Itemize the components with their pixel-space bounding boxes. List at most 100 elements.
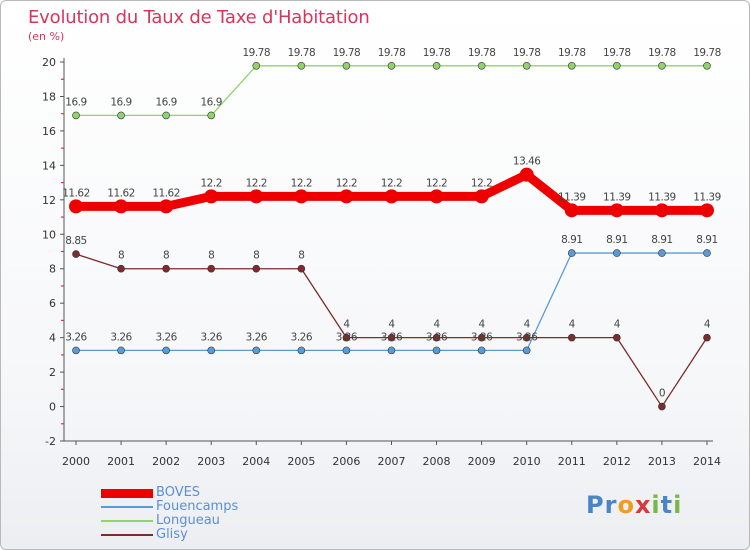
- data-point-glisy: [522, 333, 531, 342]
- unit-label: (en %): [28, 30, 65, 43]
- data-point-boves: [429, 189, 444, 204]
- data-label-longueau: 16.9: [65, 96, 86, 108]
- data-point-fouencamps: [252, 346, 261, 355]
- data-point-fouencamps: [297, 346, 306, 355]
- data-label-glisy: 8: [118, 250, 124, 262]
- data-label-longueau: 19.78: [648, 47, 676, 59]
- data-label-glisy: 4: [343, 319, 350, 331]
- data-point-boves: [204, 189, 219, 204]
- data-point-glisy: [432, 333, 441, 342]
- data-point-fouencamps: [613, 249, 621, 257]
- x-tick-label: 2006: [332, 455, 360, 468]
- data-label-boves: 12.2: [426, 177, 447, 189]
- data-point-fouencamps: [387, 346, 396, 355]
- data-point-boves: [519, 167, 534, 182]
- data-point-fouencamps: [567, 249, 576, 257]
- data-label-boves: 11.62: [152, 187, 180, 199]
- data-label-longueau: 16.9: [201, 96, 222, 108]
- data-label-boves: 12.2: [471, 177, 492, 189]
- data-point-longueau: [297, 61, 306, 70]
- x-tick-label: 2005: [287, 455, 315, 468]
- legend: BOVES Fouencamps Longueau Glisy: [101, 485, 301, 542]
- data-point-longueau: [703, 61, 711, 70]
- data-point-fouencamps: [117, 346, 125, 355]
- legend-item-glisy: Glisy: [101, 527, 301, 542]
- data-point-longueau: [477, 61, 486, 70]
- data-label-fouencamps: 3.26: [246, 331, 268, 343]
- data-label-glisy: 4: [704, 319, 711, 331]
- data-point-glisy: [477, 333, 486, 342]
- x-tick-label: 2003: [197, 455, 225, 468]
- data-label-longueau: 19.78: [378, 47, 406, 59]
- data-label-fouencamps: 3.26: [110, 331, 132, 343]
- data-label-boves: 12.2: [246, 177, 267, 189]
- data-label-glisy: 8: [208, 250, 214, 262]
- data-point-glisy: [72, 250, 80, 258]
- chart-title: Evolution du Taux de Taxe d'Habitation: [28, 7, 370, 28]
- data-label-glisy: 8: [298, 250, 304, 262]
- data-label-glisy: 4: [569, 319, 576, 331]
- data-label-longueau: 19.78: [423, 47, 451, 59]
- data-point-longueau: [432, 61, 441, 70]
- data-point-fouencamps: [658, 249, 666, 257]
- x-tick-label: 2001: [107, 455, 135, 468]
- legend-swatch-glisy: [101, 534, 153, 536]
- y-tick-label: 10: [42, 228, 56, 241]
- data-label-glisy: 4: [388, 319, 395, 331]
- legend-label-boves: BOVES: [156, 485, 201, 500]
- data-point-longueau: [522, 61, 531, 70]
- data-label-longueau: 19.78: [468, 47, 496, 59]
- data-point-longueau: [72, 111, 80, 120]
- data-label-glisy: 8.85: [65, 235, 86, 247]
- data-label-fouencamps: 3.26: [155, 331, 177, 343]
- data-point-boves: [114, 199, 129, 214]
- data-point-glisy: [117, 264, 125, 273]
- data-label-boves: 13.46: [513, 156, 541, 168]
- data-point-fouencamps: [207, 346, 216, 355]
- data-label-boves: 11.62: [62, 187, 90, 199]
- data-point-fouencamps: [162, 346, 170, 355]
- data-label-longueau: 19.78: [603, 47, 631, 59]
- data-label-boves: 11.39: [693, 191, 721, 203]
- x-tick-label: 2008: [423, 455, 451, 468]
- x-tick-label: 2000: [62, 455, 90, 468]
- data-point-fouencamps: [72, 346, 80, 355]
- data-point-fouencamps: [477, 346, 486, 355]
- data-label-boves: 12.2: [291, 177, 312, 189]
- legend-swatch-boves: [101, 489, 153, 498]
- data-label-fouencamps: 3.26: [426, 331, 448, 343]
- legend-label-fouencamps: Fouencamps: [156, 499, 239, 514]
- data-label-glisy: 8: [253, 250, 259, 262]
- data-label-longueau: 19.78: [242, 47, 270, 59]
- y-tick-label: 6: [49, 297, 56, 310]
- x-tick-label: 2009: [468, 455, 496, 468]
- data-label-fouencamps: 8.91: [561, 234, 582, 246]
- data-label-fouencamps: 3.26: [65, 331, 87, 343]
- data-label-glisy: 4: [433, 319, 440, 331]
- data-point-glisy: [162, 264, 170, 273]
- data-point-glisy: [297, 264, 306, 273]
- data-point-boves: [69, 199, 83, 214]
- data-point-glisy: [207, 264, 216, 273]
- data-point-boves: [249, 189, 264, 204]
- data-point-boves: [339, 189, 354, 204]
- data-point-glisy: [703, 333, 711, 342]
- data-label-boves: 12.2: [201, 177, 222, 189]
- data-label-longueau: 19.78: [558, 47, 586, 59]
- y-tick-label: 14: [42, 159, 56, 172]
- legend-label-glisy: Glisy: [156, 527, 188, 542]
- data-point-boves: [699, 203, 714, 218]
- legend-item-longueau: Longueau: [101, 513, 301, 528]
- data-point-fouencamps: [342, 346, 351, 355]
- data-point-longueau: [387, 61, 396, 70]
- data-point-fouencamps: [432, 346, 441, 355]
- data-point-boves: [609, 203, 624, 218]
- data-point-glisy: [567, 333, 576, 342]
- data-label-fouencamps: 3.26: [336, 331, 358, 343]
- data-label-longueau: 19.78: [288, 47, 316, 59]
- data-point-glisy: [387, 333, 396, 342]
- y-tick-label: 2: [49, 366, 56, 379]
- data-label-glisy: 8: [163, 250, 169, 262]
- data-label-glisy: 4: [479, 319, 486, 331]
